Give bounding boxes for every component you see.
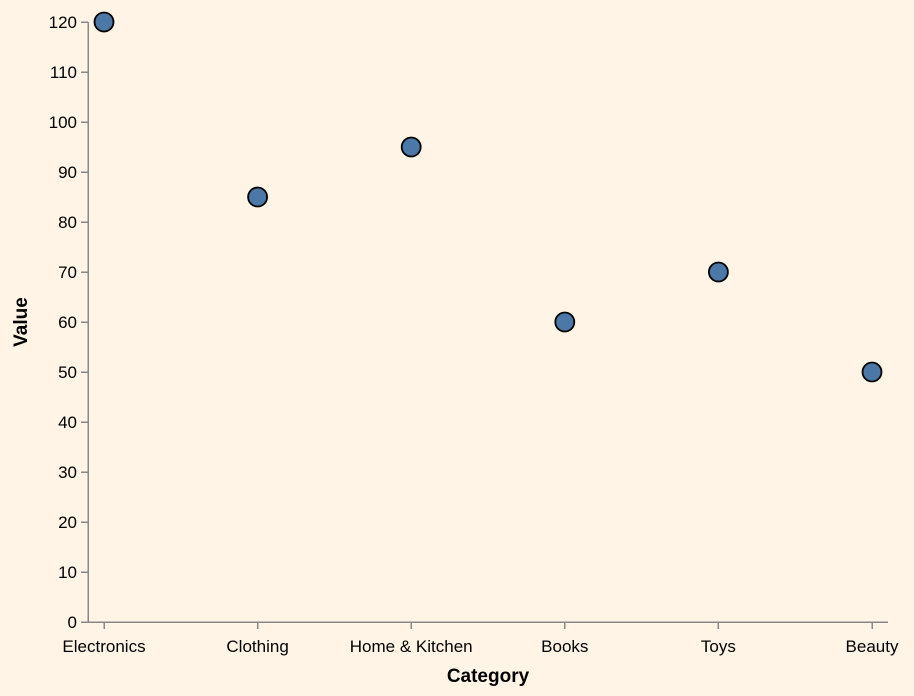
x-axis-title: Category bbox=[447, 666, 530, 687]
data-points bbox=[93, 11, 883, 383]
y-tick-label: 60 bbox=[58, 313, 77, 332]
y-tick-label: 50 bbox=[58, 363, 77, 382]
data-point[interactable] bbox=[554, 311, 576, 333]
y-tick-label: 80 bbox=[58, 213, 77, 232]
x-tick-label: Beauty bbox=[846, 637, 899, 656]
x-tick-label: Electronics bbox=[62, 637, 145, 656]
y-tick-label: 110 bbox=[50, 63, 77, 82]
x-tick-label: Clothing bbox=[226, 637, 288, 656]
y-tick-label: 0 bbox=[68, 613, 77, 632]
y-axis-title: Value bbox=[11, 297, 32, 347]
y-tick-label: 120 bbox=[49, 13, 77, 32]
y-tick-label: 10 bbox=[58, 563, 77, 582]
data-point[interactable] bbox=[400, 136, 422, 158]
x-tick-label: Home & Kitchen bbox=[350, 637, 473, 656]
data-point[interactable] bbox=[861, 361, 883, 383]
x-tick-label: Toys bbox=[701, 637, 736, 656]
y-tick-label: 40 bbox=[58, 413, 77, 432]
x-axis: Electronics Clothing Home & Kitchen Books To… bbox=[62, 621, 899, 656]
data-point[interactable] bbox=[247, 186, 269, 208]
data-point[interactable] bbox=[708, 261, 729, 283]
y-tick-label: 90 bbox=[58, 163, 77, 182]
y-tick-label: 30 bbox=[58, 463, 77, 482]
data-point[interactable] bbox=[93, 11, 115, 33]
y-tick-label: 20 bbox=[58, 513, 77, 532]
y-tick-label: 70 bbox=[58, 263, 77, 282]
y-axis: 0 10 20 30 40 50 60 70 80 90 100 110 120 bbox=[49, 13, 89, 632]
y-tick-label: 100 bbox=[49, 113, 77, 132]
x-tick-label: Books bbox=[541, 637, 588, 656]
